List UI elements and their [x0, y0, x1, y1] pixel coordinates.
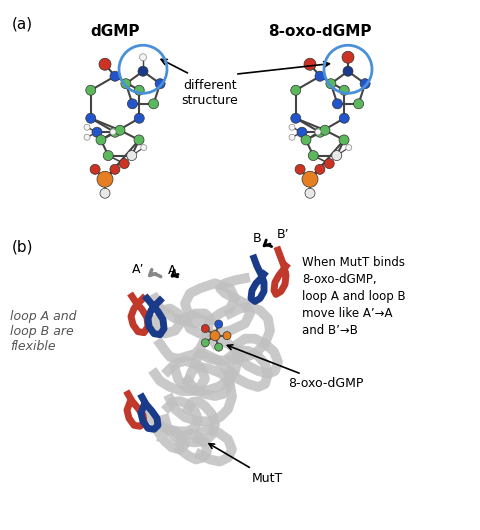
Circle shape: [90, 164, 100, 174]
Text: dGMP: dGMP: [90, 24, 140, 39]
Circle shape: [215, 343, 223, 351]
Circle shape: [339, 135, 349, 145]
Circle shape: [360, 78, 370, 89]
Circle shape: [315, 71, 325, 81]
Circle shape: [315, 127, 325, 137]
Text: MutT: MutT: [209, 444, 283, 484]
Circle shape: [110, 71, 120, 81]
Circle shape: [304, 58, 316, 70]
Circle shape: [324, 158, 334, 169]
Circle shape: [127, 151, 137, 161]
Circle shape: [100, 188, 110, 198]
Circle shape: [289, 134, 295, 140]
Text: When MutT binds
8-oxo-dGMP,
loop A and loop B
move like A’→A
and B’→B: When MutT binds 8-oxo-dGMP, loop A and l…: [302, 256, 406, 337]
Circle shape: [121, 78, 131, 89]
Text: 8-oxo-dGMP: 8-oxo-dGMP: [268, 24, 372, 39]
Circle shape: [134, 135, 144, 145]
Circle shape: [138, 66, 148, 76]
Circle shape: [84, 134, 90, 140]
Circle shape: [110, 127, 120, 137]
Circle shape: [86, 85, 96, 95]
Circle shape: [305, 188, 315, 198]
Circle shape: [339, 113, 349, 123]
Circle shape: [215, 320, 223, 328]
Circle shape: [301, 135, 311, 145]
Circle shape: [103, 151, 113, 161]
Circle shape: [201, 324, 209, 332]
Circle shape: [86, 113, 96, 123]
Circle shape: [127, 99, 137, 109]
Circle shape: [343, 66, 353, 76]
Circle shape: [155, 78, 165, 89]
Circle shape: [140, 54, 146, 61]
Circle shape: [315, 164, 325, 174]
Circle shape: [110, 164, 120, 174]
Text: different
structure: different structure: [181, 80, 239, 107]
Text: B: B: [252, 232, 261, 245]
Text: (b): (b): [12, 240, 34, 255]
Circle shape: [354, 99, 363, 109]
Circle shape: [201, 339, 209, 347]
Text: 8-oxo-dGMP: 8-oxo-dGMP: [228, 345, 363, 390]
Circle shape: [346, 145, 352, 151]
Circle shape: [223, 332, 231, 340]
Text: (a): (a): [12, 16, 33, 31]
Circle shape: [84, 124, 90, 130]
Circle shape: [295, 164, 305, 174]
Circle shape: [119, 158, 129, 169]
Circle shape: [289, 124, 295, 130]
Text: A’: A’: [132, 263, 144, 276]
Circle shape: [297, 127, 307, 137]
Text: A: A: [168, 264, 176, 277]
Circle shape: [320, 125, 330, 135]
Circle shape: [99, 58, 111, 70]
Circle shape: [308, 151, 318, 161]
Circle shape: [291, 85, 301, 95]
Text: B’: B’: [276, 228, 289, 241]
Circle shape: [291, 113, 301, 123]
Circle shape: [326, 78, 336, 89]
Circle shape: [141, 145, 147, 151]
Circle shape: [302, 171, 318, 187]
Text: loop A and
loop B are
flexible: loop A and loop B are flexible: [10, 311, 76, 354]
Circle shape: [332, 151, 342, 161]
Circle shape: [115, 125, 125, 135]
Circle shape: [342, 51, 354, 63]
Circle shape: [210, 331, 220, 341]
Circle shape: [96, 135, 106, 145]
Circle shape: [134, 85, 144, 95]
Circle shape: [97, 171, 113, 187]
Circle shape: [315, 129, 321, 135]
Circle shape: [110, 129, 116, 135]
Circle shape: [333, 99, 342, 109]
Circle shape: [134, 113, 144, 123]
Circle shape: [339, 85, 349, 95]
Circle shape: [92, 127, 102, 137]
Circle shape: [149, 99, 158, 109]
